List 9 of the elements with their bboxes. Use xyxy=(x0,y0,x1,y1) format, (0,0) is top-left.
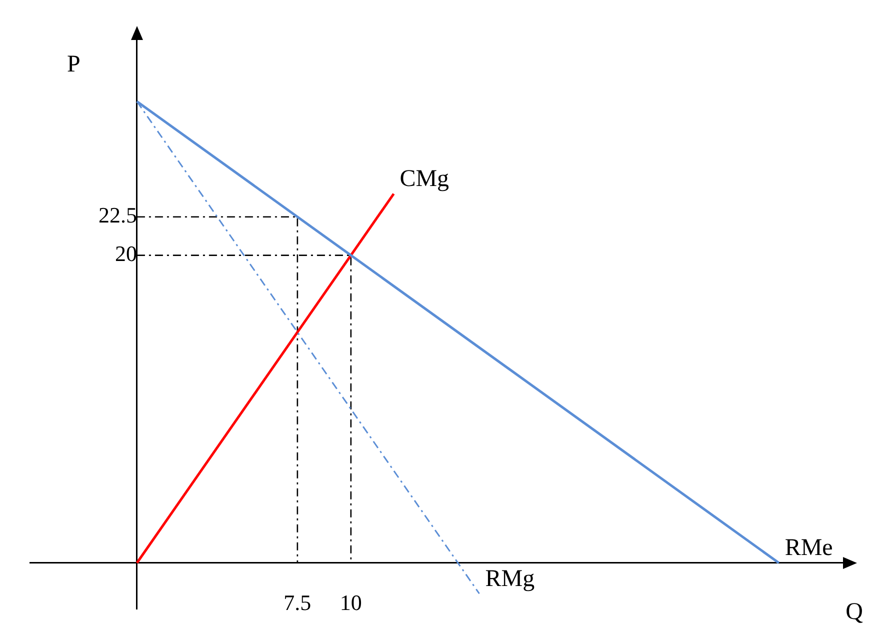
series-label: CMg xyxy=(400,166,450,192)
y-tick-label: 20 xyxy=(114,241,137,266)
series-label: RMg xyxy=(485,566,535,592)
x-tick-label: 10 xyxy=(340,590,362,615)
series-label: RMe xyxy=(784,535,833,562)
x-axis-title: Q xyxy=(846,599,863,626)
y-tick-label: 22.5 xyxy=(98,202,137,228)
y-axis-title: P xyxy=(66,51,80,78)
x-tick-label: 7.5 xyxy=(284,590,312,615)
